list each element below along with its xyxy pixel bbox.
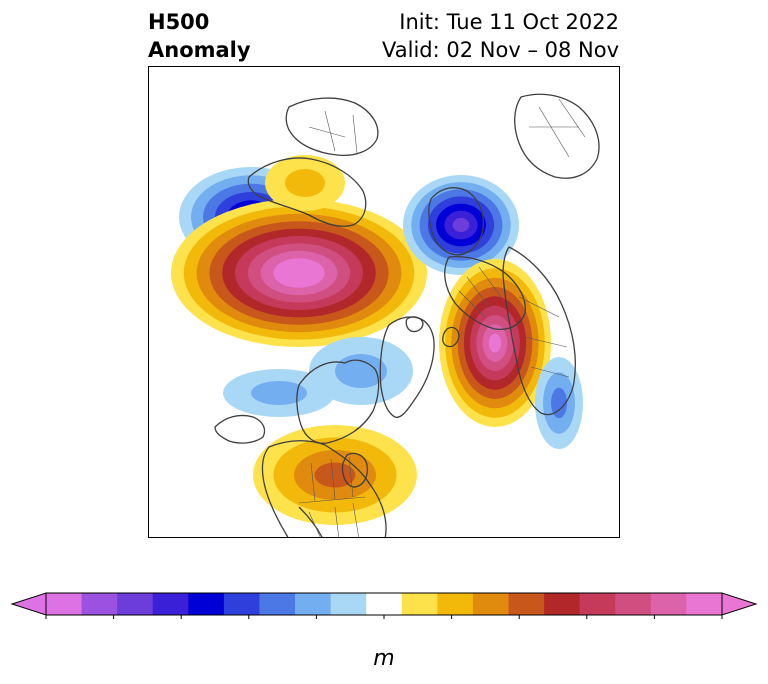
anomaly-arctic-ridge [171,199,427,347]
coastline-africa [502,246,576,416]
coastline-russia-north [285,97,379,157]
anomaly-contour [285,169,325,197]
border-us-states-1 [308,502,359,537]
coastline-british-isles [442,326,460,348]
coastline-scandinavia [428,187,485,256]
colorbar-under-arrow [10,592,47,616]
chart-title-left: H500 Anomaly [148,8,251,64]
anomaly-contour [551,387,567,419]
colorbar-tick-label: 80 [645,621,664,622]
colorbar-tick-label: -80 [101,621,126,622]
colorbar-tick-label: 20 [442,621,461,622]
colorbar-swatch [295,593,332,615]
coastline-alaska [214,414,266,444]
colorbar-swatch [223,593,260,615]
title-variable: H500 [148,10,210,34]
colorbar-ticks: -100 -80 -60 -40 -20 0 20 40 60 80 100 [29,615,736,622]
colorbar-tick-label: 60 [577,621,596,622]
colorbar-swatch [472,593,510,615]
anomaly-contour [314,462,356,488]
colorbar-swatch [650,593,687,615]
colorbar-swatch [544,593,581,615]
border-asia [529,98,586,158]
anomaly-us-southwest-ridge [253,425,417,525]
colorbar-swatch [615,593,652,615]
colorbar-swatch [437,593,474,615]
border-europe [458,266,502,318]
coastline-north-america [261,440,387,537]
chart-title-right: Init: Tue 11 Oct 2022 Valid: 02 Nov – 08… [382,8,619,64]
map-svg [171,93,600,537]
anomaly-azores-low [535,357,583,449]
colorbar-tick-label: -40 [237,621,262,622]
colorbar-tick-label: -100 [29,621,63,622]
border-africa [518,296,570,378]
colorbar-tick-label: 100 [708,621,737,622]
colorbar-swatch [81,593,118,615]
anomaly-contour [488,333,502,353]
border-russia [308,110,358,154]
colorbar-segments [10,592,758,616]
init-date: Init: Tue 11 Oct 2022 [399,10,619,34]
colorbar-tick-label: -20 [304,621,329,622]
colorbar-swatch [579,593,616,615]
colorbar-swatch [686,593,723,615]
anomaly-scandinavia-low [403,175,519,275]
colorbar-swatch [330,593,367,615]
colorbar-over-arrow [721,592,758,616]
coastlines [214,93,600,537]
anomaly-hudson-low [309,337,413,405]
anomaly-map [148,66,620,538]
colorbar: -100 -80 -60 -40 -20 0 20 40 60 80 100 [10,592,758,622]
colorbar-swatch [259,593,296,615]
coastline-canada-arctic [296,359,380,444]
colorbar-unit-label: m [373,646,395,671]
coastline-europe [444,255,526,331]
border-us-canada [298,496,366,504]
coastline-siberia [247,157,367,227]
coastline-asia-east [514,93,600,179]
anomaly-fill-layer [171,155,583,525]
title-field: Anomaly [148,38,251,62]
valid-range: Valid: 02 Nov – 08 Nov [382,38,619,62]
anomaly-contour [286,265,312,281]
anomaly-contour [452,217,470,233]
colorbar-swatch [366,593,403,615]
colorbar-swatch [117,593,154,615]
anomaly-contour [251,381,307,405]
borders [298,98,586,537]
anomaly-atlantic-ridge [439,259,551,427]
colorbar-swatch [508,593,545,615]
colorbar-swatch [188,593,225,615]
anomaly-pacific-low [223,369,335,417]
colorbar-tick-label: 40 [510,621,529,622]
coastline-mexico [298,506,323,537]
colorbar-swatch [46,593,83,615]
colorbar-tick-label: 0 [379,621,389,622]
colorbar-swatch [152,593,189,615]
colorbar-swatch [401,593,438,615]
anomaly-contour [335,354,387,388]
coastline-hudson-bay [341,452,369,488]
border-canada-provinces [310,456,354,502]
anomaly-siberia-ridge [265,155,345,211]
coastline-iceland [405,316,424,333]
colorbar-tick-label: -60 [169,621,194,622]
